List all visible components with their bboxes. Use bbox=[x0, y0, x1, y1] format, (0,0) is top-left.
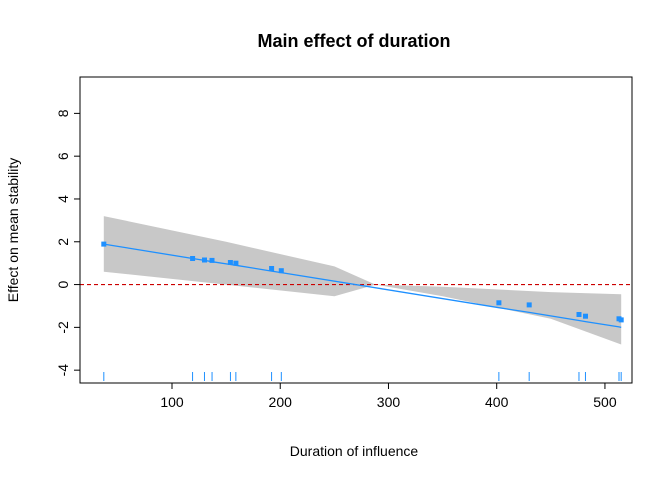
y-tick-label: 0 bbox=[55, 280, 71, 288]
data-point bbox=[190, 256, 196, 261]
data-point bbox=[233, 260, 239, 266]
data-point bbox=[526, 302, 532, 308]
effect-line bbox=[103, 243, 622, 329]
y-axis-label: Effect on mean stability bbox=[5, 158, 21, 302]
plot-layer: 100 200 300 400 500 -4 -2 0 2 4 6 8 bbox=[55, 76, 633, 410]
data-point bbox=[583, 313, 588, 319]
data-point bbox=[202, 257, 207, 263]
data-point bbox=[269, 266, 275, 271]
data-point bbox=[209, 257, 215, 263]
data-point bbox=[227, 260, 233, 265]
x-tick-label: 400 bbox=[485, 394, 509, 410]
chart-title: Main effect of duration bbox=[258, 31, 451, 51]
data-point bbox=[618, 317, 624, 323]
y-tick-label: 2 bbox=[55, 238, 71, 246]
x-tick-label: 300 bbox=[377, 394, 401, 410]
x-tick-label: 500 bbox=[593, 394, 617, 410]
data-point bbox=[576, 312, 582, 317]
y-tick-label: 4 bbox=[55, 195, 71, 203]
y-tick-label: -4 bbox=[55, 364, 71, 377]
y-tick-label: 6 bbox=[55, 152, 71, 160]
data-point bbox=[101, 241, 107, 247]
confidence-band bbox=[103, 216, 622, 345]
x-tick-label: 100 bbox=[160, 394, 184, 410]
y-tick-label: -2 bbox=[55, 321, 71, 334]
y-tick-label: 8 bbox=[55, 109, 71, 117]
data-point bbox=[278, 268, 284, 274]
data-point bbox=[496, 300, 502, 306]
x-axis-label: Duration of influence bbox=[290, 443, 419, 459]
x-tick-label: 200 bbox=[269, 394, 293, 410]
